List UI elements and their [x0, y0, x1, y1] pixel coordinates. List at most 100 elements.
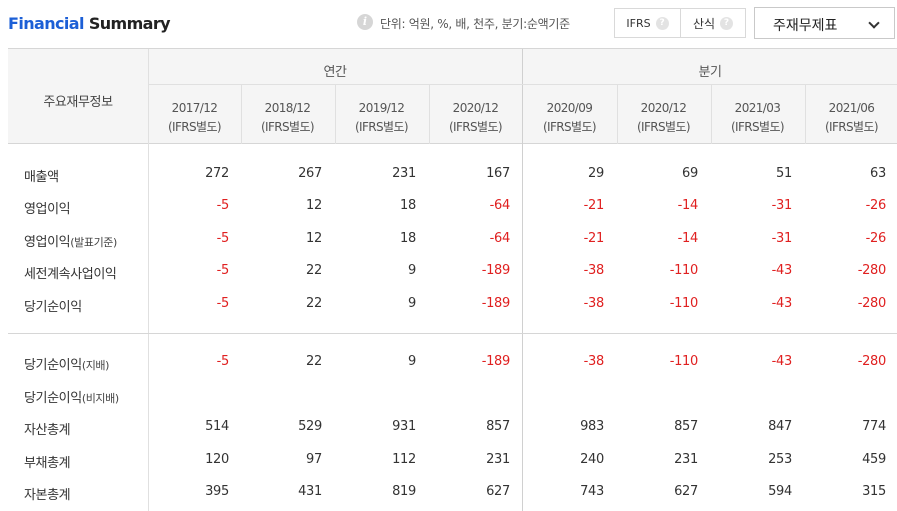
row-label-text: 자본총계 — [24, 488, 71, 503]
table-cell: 627 — [674, 484, 698, 499]
section-divider — [8, 333, 897, 334]
period-basis: (IFRS별도) — [260, 120, 315, 134]
row-label: 자본총계 — [24, 484, 71, 503]
table-cell: -64 — [489, 198, 511, 213]
formula-label: 산식 — [692, 16, 716, 31]
table-cell: 112 — [392, 452, 416, 467]
period-date: 2020/12 — [452, 101, 499, 115]
table-cell: 774 — [862, 419, 886, 434]
period-header: 2021/06 (IFRS별도) — [805, 99, 897, 137]
period-header: 2019/12 (IFRS별도) — [335, 99, 428, 137]
period-date: 2021/06 — [828, 101, 875, 115]
table-cell: -189 — [481, 263, 511, 278]
column-divider — [148, 49, 149, 511]
table-cell: 857 — [486, 419, 510, 434]
table-cell: 12 — [306, 198, 322, 213]
table-cell: -21 — [583, 231, 605, 246]
row-label-text: 부채총계 — [24, 456, 71, 471]
table-cell: -38 — [583, 263, 605, 278]
period-date: 2019/12 — [358, 101, 405, 115]
period-basis: (IFRS별도) — [354, 120, 409, 134]
period-header: 2017/12 (IFRS별도) — [148, 99, 241, 137]
group-annual: 연간 — [323, 65, 347, 80]
period-header: 2018/12 (IFRS별도) — [241, 99, 334, 137]
table-cell: 743 — [580, 484, 604, 499]
row-label-text: 영업이익 — [24, 202, 71, 217]
period-basis: (IFRS별도) — [167, 120, 222, 134]
row-label: 매출액 — [24, 166, 59, 185]
period-basis: (IFRS별도) — [730, 120, 785, 134]
period-date: 2018/12 — [264, 101, 311, 115]
table-cell: -38 — [583, 296, 605, 311]
group-quarter: 분기 — [698, 65, 722, 80]
table-cell: 983 — [580, 419, 604, 434]
table-cell: 931 — [392, 419, 416, 434]
table-cell: -38 — [583, 354, 605, 369]
table-cell: -26 — [865, 231, 887, 246]
table-cell: -5 — [216, 231, 230, 246]
column-divider — [429, 84, 430, 144]
table-cell: -5 — [216, 263, 230, 278]
table-cell: -21 — [583, 198, 605, 213]
row-label-text: 세전계속사업이익 — [24, 267, 117, 282]
group-divider — [148, 84, 897, 85]
table-cell: -64 — [489, 231, 511, 246]
row-label-sub: (발표기준) — [70, 236, 117, 249]
table-cell: 18 — [400, 231, 416, 246]
table-cell: 315 — [862, 484, 886, 499]
ifrs-label: IFRS — [626, 16, 651, 30]
table-cell: -5 — [216, 354, 230, 369]
column-divider — [241, 84, 242, 144]
table-cell: 594 — [768, 484, 792, 499]
table-cell: 253 — [768, 452, 792, 467]
table-cell: -14 — [677, 231, 699, 246]
table-cell: 627 — [486, 484, 510, 499]
table-cell: 120 — [205, 452, 229, 467]
row-label-sub: (비지배) — [81, 392, 119, 405]
column-divider — [805, 84, 806, 144]
table-cell: -31 — [771, 231, 793, 246]
row-header: 주요재무정보 — [43, 95, 113, 110]
help-icon[interactable]: ? — [655, 16, 669, 30]
period-basis: (IFRS별도) — [636, 120, 691, 134]
table-cell: 240 — [580, 452, 604, 467]
table-cell: 459 — [862, 452, 886, 467]
period-date: 2020/12 — [640, 101, 687, 115]
table-cell: -5 — [216, 198, 230, 213]
info-icon[interactable]: i — [357, 14, 373, 30]
row-label: 영업이익(발표기준) — [24, 231, 117, 250]
table-cell: -280 — [857, 263, 887, 278]
formula-button[interactable]: 산식 ? — [681, 9, 745, 37]
table-cell: -43 — [771, 296, 793, 311]
table-cell: -189 — [481, 354, 511, 369]
table-cell: -14 — [677, 198, 699, 213]
table-cell: -43 — [771, 354, 793, 369]
table-cell: -189 — [481, 296, 511, 311]
ifrs-button[interactable]: IFRS ? — [615, 9, 681, 37]
period-header: 2020/09 (IFRS별도) — [523, 99, 616, 137]
table-cell: -43 — [771, 263, 793, 278]
row-label: 세전계속사업이익 — [24, 263, 117, 282]
row-label: 당기순이익(비지배) — [24, 387, 119, 406]
row-label-sub: (지배) — [81, 359, 110, 372]
statement-select[interactable]: 주재무제표 — [754, 7, 895, 39]
table-cell: 18 — [400, 198, 416, 213]
table-cell: 29 — [588, 166, 604, 181]
title-financial: Financial — [8, 14, 84, 33]
table-cell: 231 — [486, 452, 510, 467]
period-header: 2020/12 (IFRS별도) — [429, 99, 522, 137]
table-cell: 231 — [392, 166, 416, 181]
row-label: 당기순이익(지배) — [24, 354, 109, 373]
table-cell: -110 — [669, 263, 699, 278]
period-basis: (IFRS별도) — [824, 120, 879, 134]
table-cell: -280 — [857, 296, 887, 311]
row-label: 영업이익 — [24, 198, 71, 217]
table-cell: 22 — [306, 263, 322, 278]
table-cell: -110 — [669, 296, 699, 311]
table-cell: 272 — [205, 166, 229, 181]
row-label-text: 당기순이익 — [24, 391, 82, 406]
table-cell: 857 — [674, 419, 698, 434]
summary-header: Financial Summary i 단위: 억원, %, 배, 천주, 분기… — [0, 0, 897, 48]
help-icon[interactable]: ? — [720, 16, 734, 30]
table-cell: 267 — [298, 166, 322, 181]
